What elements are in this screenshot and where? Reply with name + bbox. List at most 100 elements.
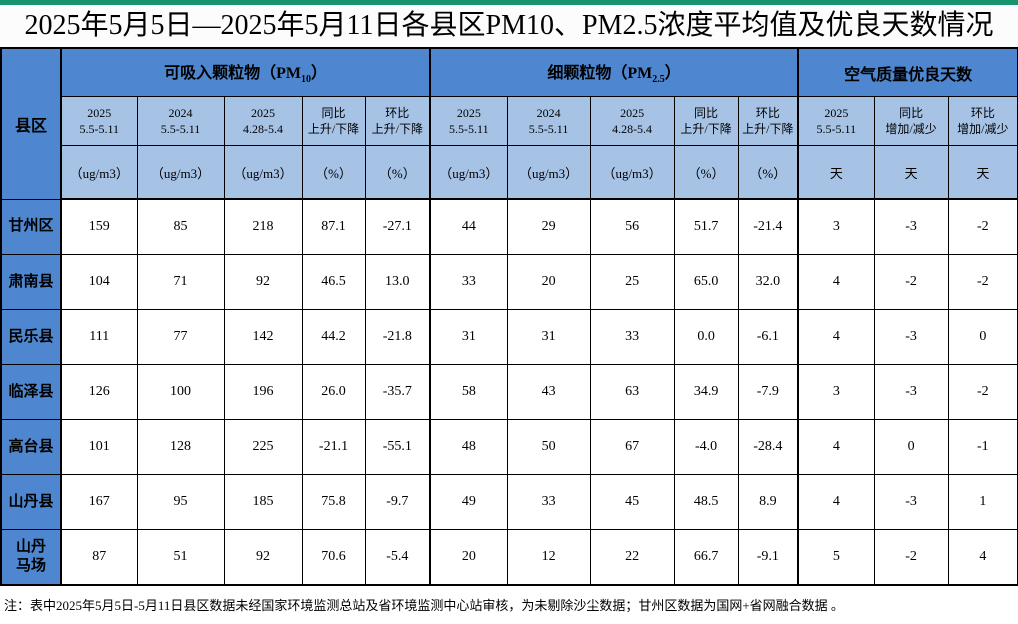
value-cell: -2: [873, 254, 949, 310]
value-cell: 0.0: [673, 309, 739, 365]
pm-data-table: 县区 可吸入颗粒物（PM10） 细颗粒物（PM2.5） 空气质量优良天数 202…: [0, 47, 1018, 586]
value-cell: 46.5: [301, 254, 366, 310]
value-cell: -5.4: [364, 529, 431, 586]
value-cell: -27.1: [364, 198, 431, 255]
county-name: 临泽县: [0, 364, 62, 420]
county-name: 山丹 马场: [0, 529, 62, 586]
value-cell: 4: [797, 419, 875, 475]
value-cell: 70.6: [301, 529, 366, 586]
value-cell: 101: [60, 419, 138, 475]
pm10-col-2024-header: 2024 5.5-5.11: [136, 96, 225, 146]
value-cell: -55.1: [364, 419, 431, 475]
value-cell: 31: [506, 309, 591, 365]
pm25-label-suffix: ）: [664, 65, 681, 83]
value-cell: 95: [136, 474, 225, 530]
county-name: 肃南县: [0, 254, 62, 310]
table-row: 临泽县 126 100 196 26.0 -35.7 58 43 63 34.9 -7.9 3 -3 -2: [0, 364, 1018, 420]
value-cell: 218: [223, 198, 303, 255]
value-cell: 0: [947, 309, 1018, 365]
pm10-col-yoy-header: 同比 上升/下降: [301, 96, 366, 146]
group-header-row: 县区 可吸入颗粒物（PM10） 细颗粒物（PM2.5） 空气质量优良天数: [0, 47, 1018, 200]
value-cell: -6.1: [737, 309, 799, 365]
county-name: 山丹县: [0, 474, 62, 530]
pm10-subscript: 10: [300, 74, 311, 86]
value-cell: 20: [506, 254, 591, 310]
good-days-group-header: 空气质量优良天数: [797, 47, 1018, 97]
value-cell: 4: [797, 254, 875, 310]
pm10-label-prefix: 可吸入颗粒物（PM: [164, 65, 301, 83]
unit-header-row: （ug/m3） （ug/m3） （ug/m3） （%） （%） （ug/m3） …: [1, 145, 1018, 200]
value-cell: 66.7: [673, 529, 739, 586]
value-cell: 12: [506, 529, 591, 586]
pm25-col-yoy-header: 同比 上升/下降: [673, 96, 739, 146]
county-name: 民乐县: [0, 309, 62, 365]
value-cell: -28.4: [737, 419, 799, 475]
value-cell: 51: [136, 529, 225, 586]
value-cell: -2: [873, 529, 949, 586]
value-cell: -21.4: [737, 198, 799, 255]
value-cell: 87: [60, 529, 138, 586]
value-cell: -9.7: [364, 474, 431, 530]
value-cell: 104: [60, 254, 138, 310]
value-cell: 87.1: [301, 198, 366, 255]
pm10-label-suffix: ）: [310, 65, 327, 83]
pm25-label-prefix: 细颗粒物（PM: [547, 65, 653, 83]
value-cell: 50: [506, 419, 591, 475]
value-cell: 51.7: [673, 198, 739, 255]
value-cell: 67: [589, 419, 675, 475]
value-cell: -9.1: [737, 529, 799, 586]
pm25-col-2024-header: 2024 5.5-5.11: [506, 96, 591, 146]
value-cell: -2: [947, 364, 1018, 420]
value-cell: 31: [429, 309, 508, 365]
pm10-col-2025-header: 2025 5.5-5.11: [60, 96, 138, 146]
page-title: 2025年5月5日—2025年5月11日各县区PM10、PM2.5浓度平均值及优…: [0, 5, 1018, 47]
pm10-col-prevweek-unit: （ug/m3）: [223, 145, 303, 200]
days-col-2025-unit: 天: [797, 145, 875, 200]
value-cell: -3: [873, 309, 949, 365]
value-cell: 3: [797, 198, 875, 255]
value-cell: 33: [506, 474, 591, 530]
value-cell: 85: [136, 198, 225, 255]
value-cell: 48.5: [673, 474, 739, 530]
value-cell: -21.1: [301, 419, 366, 475]
table-row: 肃南县 104 71 92 46.5 13.0 33 20 25 65.0 32.0 4 -2 -2: [0, 254, 1018, 310]
pm10-group-header: 可吸入颗粒物（PM10）: [59, 47, 431, 97]
value-cell: 185: [223, 474, 303, 530]
value-cell: 75.8: [301, 474, 366, 530]
table-row: 高台县 101 128 225 -21.1 -55.1 48 50 67 -4.0 -28.4 4 0-…: [0, 419, 1018, 475]
value-cell: 8.9: [737, 474, 799, 530]
value-cell: 4: [797, 309, 875, 365]
days-col-yoy-header: 同比 增加/减少: [873, 96, 949, 146]
value-cell: 33: [589, 309, 675, 365]
table-row: 民乐县 111 77 142 44.2 -21.8 31 31 33 0.0 -6.1 4 -3 0: [0, 309, 1018, 365]
value-cell: -35.7: [364, 364, 431, 420]
value-cell: -4.0: [673, 419, 739, 475]
value-cell: 33: [429, 254, 508, 310]
value-cell: 25: [589, 254, 675, 310]
value-cell: 29: [506, 198, 591, 255]
table-row: 山丹县 167 95 185 75.8 -9.7 49 33 45 48.5 8.9 4 -3 1: [0, 474, 1018, 530]
value-cell: 43: [506, 364, 591, 420]
value-cell: 32.0: [737, 254, 799, 310]
value-cell: 5: [797, 529, 875, 586]
value-cell: 92: [223, 529, 303, 586]
pm25-col-prevweek-header: 2025 4.28-5.4: [589, 96, 675, 146]
value-cell: 77: [136, 309, 225, 365]
value-cell: 44.2: [301, 309, 366, 365]
value-cell: 71: [136, 254, 225, 310]
value-cell: 92: [223, 254, 303, 310]
pm25-col-2024-unit: （ug/m3）: [506, 145, 591, 200]
days-col-2025-header: 2025 5.5-5.11: [797, 96, 875, 146]
pm10-col-prevweek-header: 2025 4.28-5.4: [223, 96, 303, 146]
county-column-header: 县区: [0, 47, 62, 200]
pm25-col-2025-unit: （ug/m3）: [429, 145, 508, 200]
table-row: 山丹 马场 87 51 92 70.6 -5.4 20 12 22 66.7 -9.1 5 -2 4: [0, 529, 1018, 586]
value-cell: 22: [589, 529, 675, 586]
value-cell: 65.0: [673, 254, 739, 310]
table-row: 甘州区 159 85 218 87.1 -27.1 44 29 56 51.7 -21.4 3 -3 -2: [0, 198, 1018, 255]
value-cell: 167: [60, 474, 138, 530]
pm25-subscript: 2.5: [652, 74, 665, 86]
value-cell: 142: [223, 309, 303, 365]
days-col-yoy-unit: 天: [873, 145, 949, 200]
pm25-col-prevweek-unit: （ug/m3）: [589, 145, 675, 200]
